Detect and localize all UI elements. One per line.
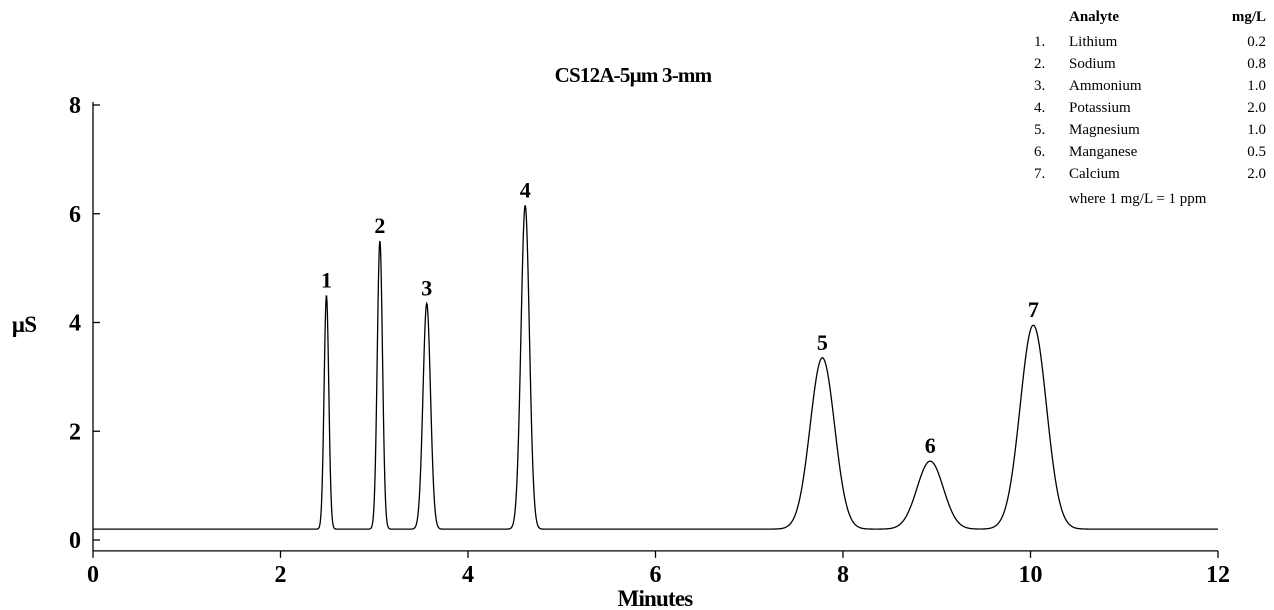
legend-row-value: 1.0	[1247, 122, 1266, 138]
x-tick-label: 8	[837, 562, 849, 588]
legend-row-analyte: Calcium	[1069, 166, 1120, 182]
legend-header-analyte: Analyte	[1069, 9, 1119, 25]
legend-rows: 1. Lithium 0.2 2. Sodium 0.8 3. Ammonium 1.0 4. Po…	[1034, 34, 1266, 182]
legend-row-number: 2.	[1034, 56, 1045, 72]
legend-row: 3. Ammonium 1.0	[1034, 78, 1266, 94]
legend-row-analyte: Sodium	[1069, 56, 1116, 72]
legend-row-value: 0.5	[1247, 144, 1266, 160]
legend-row-value: 1.0	[1247, 78, 1266, 94]
legend-row-analyte: Magnesium	[1069, 122, 1140, 138]
x-tick-label: 4	[462, 562, 474, 588]
peak-labels: 1 2 3 4 5 6 7	[321, 178, 1039, 459]
legend-row-number: 1.	[1034, 34, 1045, 50]
legend-row: 1. Lithium 0.2	[1034, 34, 1266, 50]
x-tick-label: 10	[1019, 562, 1043, 588]
legend-row-number: 3.	[1034, 78, 1045, 94]
legend-row-value: 2.0	[1247, 100, 1266, 116]
legend-row-number: 4.	[1034, 100, 1045, 116]
peak-label-6: 6	[925, 433, 936, 458]
legend-row: 6. Manganese 0.5	[1034, 144, 1266, 160]
analyte-table: Analyte mg/L 1. Lithium 0.2 2. Sodium 0.8 3. Am…	[1034, 9, 1266, 207]
legend-row: 5. Magnesium 1.0	[1034, 122, 1266, 138]
legend-row-analyte: Potassium	[1069, 100, 1131, 116]
peak-label-4: 4	[520, 178, 531, 203]
y-tick-label: 2	[69, 419, 81, 445]
peak-label-3: 3	[421, 275, 432, 300]
legend-row-analyte: Lithium	[1069, 34, 1118, 50]
chart-title: CS12A-5µm 3-mm	[555, 63, 713, 87]
y-tick-label: 6	[69, 202, 81, 228]
x-tick-label: 2	[275, 562, 287, 588]
y-axis-label: µS	[12, 312, 36, 337]
legend-row-analyte: Ammonium	[1069, 78, 1142, 94]
y-tick-label: 8	[69, 93, 81, 119]
legend-row-value: 2.0	[1247, 166, 1266, 182]
legend-row-number: 5.	[1034, 122, 1045, 138]
legend-row-value: 0.2	[1247, 34, 1266, 50]
x-axis-label: Minutes	[618, 586, 694, 610]
peak-label-5: 5	[817, 330, 828, 355]
legend-row-number: 6.	[1034, 144, 1045, 160]
y-tick-label: 4	[69, 311, 81, 337]
x-tick-label: 12	[1206, 562, 1230, 588]
chromatogram-trace	[93, 205, 1218, 530]
peak-label-1: 1	[321, 267, 332, 292]
legend-row-value: 0.8	[1247, 56, 1266, 72]
series-layer	[93, 205, 1218, 530]
legend-header-unit: mg/L	[1232, 9, 1266, 25]
legend-row-analyte: Manganese	[1069, 144, 1138, 160]
peak-label-2: 2	[374, 213, 385, 238]
x-tick-label: 0	[87, 562, 99, 588]
legend-row: 2. Sodium 0.8	[1034, 56, 1266, 72]
legend-row-number: 7.	[1034, 166, 1045, 182]
y-tick-label: 0	[69, 528, 81, 554]
legend-row: 7. Calcium 2.0	[1034, 166, 1266, 182]
x-tick-label: 6	[650, 562, 662, 588]
legend-row: 4. Potassium 2.0	[1034, 100, 1266, 116]
peak-label-7: 7	[1028, 297, 1039, 322]
legend-footnote: where 1 mg/L = 1 ppm	[1069, 191, 1207, 207]
